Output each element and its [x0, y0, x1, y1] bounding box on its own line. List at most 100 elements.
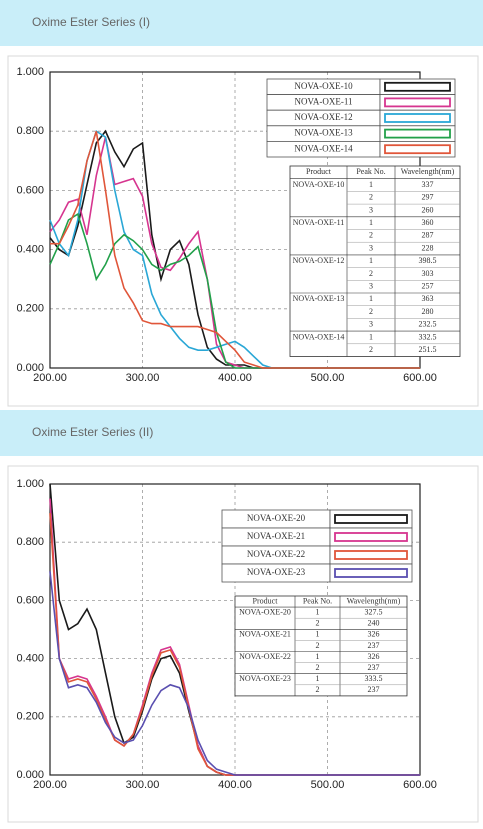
- y-tick-label: 0.000: [16, 362, 44, 374]
- x-tick-label: 200.00: [33, 779, 67, 791]
- spectrum-line: [49, 571, 420, 776]
- y-tick-label: 0.800: [16, 536, 44, 548]
- legend-swatch: [334, 568, 408, 578]
- legend-label: NOVA-OXE-14: [294, 143, 353, 153]
- table-header: Peak No.: [303, 596, 332, 605]
- table-peak-no: 1: [369, 180, 373, 189]
- x-tick-label: 300.00: [126, 779, 160, 791]
- x-tick-label: 600.00: [403, 779, 437, 791]
- table-wavelength: 303: [422, 269, 434, 278]
- table-header: Wavelength(nm): [347, 596, 401, 605]
- x-tick-label: 600.00: [403, 372, 437, 384]
- table-peak-no: 2: [369, 193, 373, 202]
- y-tick-label: 0.400: [16, 653, 44, 665]
- section-title: Oxime Ester Series (II): [32, 425, 153, 439]
- table-wavelength: 228: [422, 243, 434, 252]
- table-wavelength: 257: [422, 281, 434, 290]
- legend-swatch: [384, 81, 451, 92]
- table-peak-no: 3: [369, 281, 373, 290]
- table-peak-no: 2: [316, 619, 320, 628]
- legend-swatch: [384, 113, 451, 123]
- table-header: Product: [306, 167, 332, 176]
- table-wavelength: 398.5: [419, 256, 437, 265]
- table-product: NOVA-OXE-11: [293, 218, 345, 227]
- legend-label: NOVA-OXE-12: [294, 112, 352, 122]
- table-peak-no: 1: [369, 256, 373, 265]
- table-peak-no: 1: [369, 218, 373, 227]
- y-tick-label: 0.200: [16, 711, 44, 723]
- legend-label: NOVA-OXE-11: [295, 96, 353, 106]
- table-peak-no: 1: [316, 630, 320, 639]
- legend-swatch: [334, 514, 408, 524]
- legend-label: NOVA-OXE-23: [247, 567, 306, 577]
- table-peak-no: 1: [316, 607, 320, 616]
- legend-swatch: [334, 532, 408, 542]
- table-wavelength: 333.5: [365, 674, 383, 683]
- table-wavelength: 237: [368, 685, 380, 694]
- spectrum-line: [50, 130, 420, 369]
- table-peak-no: 2: [369, 231, 373, 240]
- x-tick-label: 200.00: [33, 372, 67, 384]
- table-wavelength: 251.5: [419, 345, 437, 354]
- table-peak-no: 3: [369, 205, 373, 214]
- y-tick-label: 0.600: [16, 594, 44, 606]
- y-tick-label: 1.000: [16, 478, 44, 490]
- table-peak-no: 2: [316, 663, 320, 672]
- y-tick-label: 0.800: [16, 125, 44, 137]
- table-header: Peak No.: [356, 167, 385, 176]
- table-product: NOVA-OXE-14: [293, 332, 345, 341]
- table-product: NOVA-OXE-12: [293, 256, 345, 265]
- table-wavelength: 237: [368, 663, 380, 672]
- table-peak-no: 2: [369, 345, 373, 354]
- y-tick-label: 0.400: [16, 244, 44, 256]
- legend-label: NOVA-OXE-21: [247, 531, 305, 541]
- table-peak-no: 3: [369, 320, 373, 329]
- table-wavelength: 363: [422, 294, 434, 303]
- table-wavelength: 327.5: [365, 607, 383, 616]
- table-peak-no: 3: [369, 243, 373, 252]
- x-tick-label: 400.00: [218, 372, 252, 384]
- x-tick-label: 300.00: [126, 372, 160, 384]
- table-product: NOVA-OXE-21: [239, 630, 291, 639]
- table-wavelength: 326: [368, 652, 380, 661]
- table-header: Product: [253, 596, 279, 605]
- table-header: Wavelength(nm): [401, 167, 455, 176]
- table-wavelength: 237: [368, 641, 380, 650]
- y-tick-label: 1.000: [16, 66, 44, 78]
- table-peak-no: 2: [369, 269, 373, 278]
- table-peak-no: 1: [316, 674, 320, 683]
- table-wavelength: 232.5: [419, 320, 437, 329]
- table-wavelength: 260: [422, 205, 434, 214]
- table-product: NOVA-OXE-10: [293, 180, 345, 189]
- table-peak-no: 2: [316, 685, 320, 694]
- table-peak-no: 1: [369, 332, 373, 341]
- header-bar: [0, 410, 483, 456]
- legend-swatch: [384, 144, 451, 155]
- x-tick-label: 500.00: [311, 372, 345, 384]
- table-wavelength: 240: [368, 619, 380, 628]
- table-peak-no: 2: [316, 641, 320, 650]
- legend-label: NOVA-OXE-13: [294, 128, 353, 138]
- table-product: NOVA-OXE-22: [239, 652, 291, 661]
- legend-label: NOVA-OXE-10: [294, 81, 353, 91]
- table-wavelength: 337: [422, 180, 434, 189]
- table-wavelength: 326: [368, 630, 380, 639]
- table-wavelength: 287: [422, 231, 434, 240]
- y-tick-label: 0.600: [16, 184, 44, 196]
- y-tick-label: 0.200: [16, 303, 44, 315]
- table-wavelength: 297: [422, 193, 434, 202]
- table-wavelength: 360: [422, 218, 434, 227]
- legend-swatch: [384, 128, 451, 139]
- section-title: Oxime Ester Series (I): [32, 15, 150, 29]
- table-wavelength: 332.5: [419, 332, 437, 341]
- table-peak-no: 1: [316, 652, 320, 661]
- x-tick-label: 500.00: [311, 779, 345, 791]
- legend-label: NOVA-OXE-22: [247, 549, 305, 559]
- table-product: NOVA-OXE-23: [239, 674, 291, 683]
- table-wavelength: 280: [422, 307, 434, 316]
- header-bar: [0, 0, 483, 46]
- table-bg: [289, 165, 461, 357]
- table-peak-no: 1: [369, 294, 373, 303]
- legend-swatch: [334, 550, 408, 560]
